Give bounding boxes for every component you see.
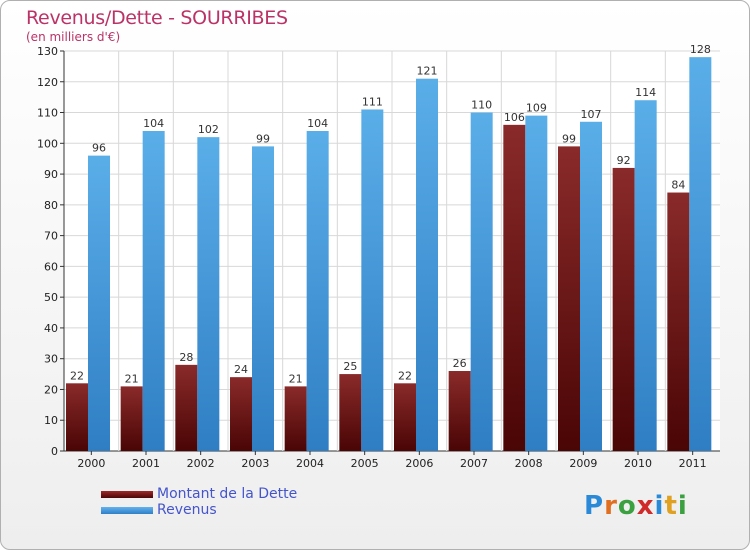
value-label-dette: 26 — [453, 357, 467, 370]
bar-dette — [394, 383, 416, 451]
x-tick-label: 2011 — [679, 457, 707, 470]
logo-letter: P — [584, 491, 605, 521]
x-tick-label: 2005 — [351, 457, 379, 470]
x-tick-label: 2002 — [187, 457, 215, 470]
y-tick-label: 10 — [44, 414, 58, 427]
y-tick-label: 100 — [37, 137, 58, 150]
bar-revenus — [197, 137, 220, 451]
x-tick-label: 2009 — [569, 457, 597, 470]
logo-letter: x — [636, 491, 655, 521]
value-label-revenus: 128 — [690, 43, 711, 56]
bar-dette — [339, 374, 362, 451]
value-label-revenus: 96 — [92, 142, 106, 155]
bar-dette — [175, 364, 198, 451]
bar-dette — [503, 124, 526, 451]
value-label-dette: 106 — [504, 111, 525, 124]
x-tick-label: 2001 — [132, 457, 160, 470]
bar-dette — [558, 146, 580, 451]
value-label-revenus: 114 — [635, 86, 656, 99]
legend-swatch-dette — [101, 491, 153, 498]
bar-revenus — [525, 115, 548, 451]
bar-revenus — [142, 131, 165, 451]
y-tick-label: 40 — [44, 322, 58, 335]
bar-dette — [612, 167, 635, 451]
value-label-revenus: 102 — [198, 123, 219, 136]
y-tick-label: 0 — [51, 445, 58, 458]
logo-letter: i — [677, 491, 688, 521]
value-label-revenus: 111 — [362, 95, 383, 108]
bar-dette — [284, 386, 307, 451]
bar-revenus — [416, 78, 438, 451]
bar-dette — [230, 377, 252, 451]
bar-revenus — [689, 57, 712, 452]
value-label-dette: 24 — [234, 363, 248, 376]
bar-revenus — [88, 155, 110, 451]
legend-label-revenus: Revenus — [157, 502, 217, 518]
value-label-revenus: 110 — [471, 99, 492, 112]
value-label-dette: 84 — [671, 179, 685, 192]
x-tick-label: 2008 — [515, 457, 543, 470]
x-tick-label: 2000 — [77, 457, 105, 470]
y-tick-label: 90 — [44, 168, 58, 181]
logo-letter: r — [604, 491, 618, 521]
chart-subtitle: (en milliers d'€) — [26, 30, 121, 44]
x-tick-label: 2010 — [624, 457, 652, 470]
y-tick-label: 110 — [37, 107, 58, 120]
value-label-revenus: 107 — [581, 108, 602, 121]
y-tick-label: 130 — [37, 45, 58, 58]
chart-title: Revenus/Dette - SOURRIBES — [26, 7, 288, 29]
value-label-revenus: 99 — [256, 132, 270, 145]
bar-dette — [667, 192, 690, 452]
x-tick-label: 2003 — [241, 457, 269, 470]
bar-revenus — [306, 131, 329, 451]
logo-letter: o — [617, 491, 637, 521]
value-label-dette: 92 — [617, 154, 631, 167]
value-label-dette: 25 — [343, 360, 357, 373]
y-tick-label: 80 — [44, 199, 58, 212]
bar-dette — [120, 386, 143, 451]
x-tick-label: 2007 — [460, 457, 488, 470]
value-label-dette: 21 — [125, 372, 139, 385]
bar-revenus — [252, 146, 274, 451]
logo-letter: i — [654, 491, 665, 521]
value-label-revenus: 104 — [307, 117, 328, 130]
value-label-revenus: 104 — [143, 117, 164, 130]
bar-revenus — [361, 109, 384, 451]
value-label-dette: 21 — [289, 372, 303, 385]
y-tick-label: 50 — [44, 291, 58, 304]
value-label-dette: 99 — [562, 132, 576, 145]
legend-label-dette: Montant de la Dette — [157, 486, 298, 502]
logo-letter: t — [664, 491, 678, 521]
value-label-dette: 28 — [179, 351, 193, 364]
value-label-revenus: 121 — [417, 65, 438, 78]
proxiti-logo: Proxiti — [584, 491, 688, 521]
bar-dette — [448, 371, 471, 451]
legend-swatch-revenus — [101, 507, 153, 514]
bar-revenus — [634, 100, 657, 451]
x-tick-label: 2004 — [296, 457, 324, 470]
y-tick-label: 70 — [44, 230, 58, 243]
bar-revenus — [580, 121, 602, 452]
y-tick-label: 120 — [37, 76, 58, 89]
value-label-dette: 22 — [70, 369, 84, 382]
x-tick-label: 2006 — [405, 457, 433, 470]
y-tick-label: 60 — [44, 260, 58, 273]
value-label-revenus: 109 — [526, 102, 547, 115]
y-tick-label: 30 — [44, 353, 58, 366]
bar-revenus — [470, 112, 493, 452]
y-tick-label: 20 — [44, 383, 58, 396]
value-label-dette: 22 — [398, 369, 412, 382]
bar-dette — [66, 383, 88, 451]
